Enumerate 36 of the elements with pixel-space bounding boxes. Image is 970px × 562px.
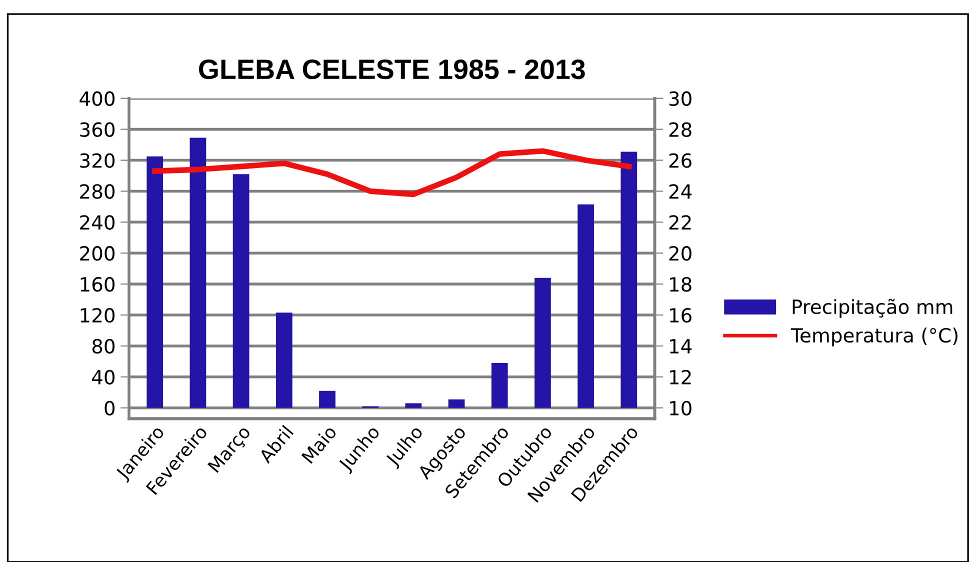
y-tick-label: 280 <box>80 184 115 199</box>
chart-title: GLEBA CELESTE 1985 - 2013 <box>199 60 585 80</box>
y-tick-label: 0 <box>104 400 115 416</box>
bar <box>620 152 638 408</box>
y2-tick-label: 12 <box>670 370 691 384</box>
bar <box>405 403 422 408</box>
y2-tick-label: 14 <box>670 339 692 354</box>
bar <box>319 390 336 408</box>
bar <box>491 362 508 408</box>
bar <box>232 174 250 408</box>
bar <box>276 312 292 408</box>
y2-tick-label: 20 <box>669 246 692 261</box>
bar <box>190 138 206 408</box>
y-tick-label: 160 <box>80 277 115 292</box>
y-tick-label: 320 <box>80 153 115 168</box>
y2-tick-label: 16 <box>670 308 692 323</box>
y-tick-label: 80 <box>92 338 115 354</box>
y2-tick-label: 26 <box>669 153 692 168</box>
y-tick-label: 120 <box>80 308 115 323</box>
y2-tick-label: 30 <box>669 91 692 106</box>
bar <box>448 399 465 408</box>
y2-tick-label: 28 <box>669 122 692 137</box>
y-tick-label: 240 <box>80 215 115 230</box>
y-tick-label: 360 <box>80 122 115 137</box>
legend-label: Precipitação mm <box>792 298 952 318</box>
bar <box>534 278 551 408</box>
bar <box>578 204 594 408</box>
y-tick-label: 200 <box>80 246 115 261</box>
legend-label: Temperatura (°C) <box>790 328 958 346</box>
bar <box>146 156 164 408</box>
y-tick-label: 40 <box>92 370 115 385</box>
y2-tick-label: 24 <box>669 184 692 199</box>
y-tick-label: 400 <box>80 91 115 106</box>
y2-tick-label: 18 <box>670 277 692 292</box>
y2-tick-label: 10 <box>670 400 692 416</box>
y2-tick-label: 22 <box>669 215 691 230</box>
